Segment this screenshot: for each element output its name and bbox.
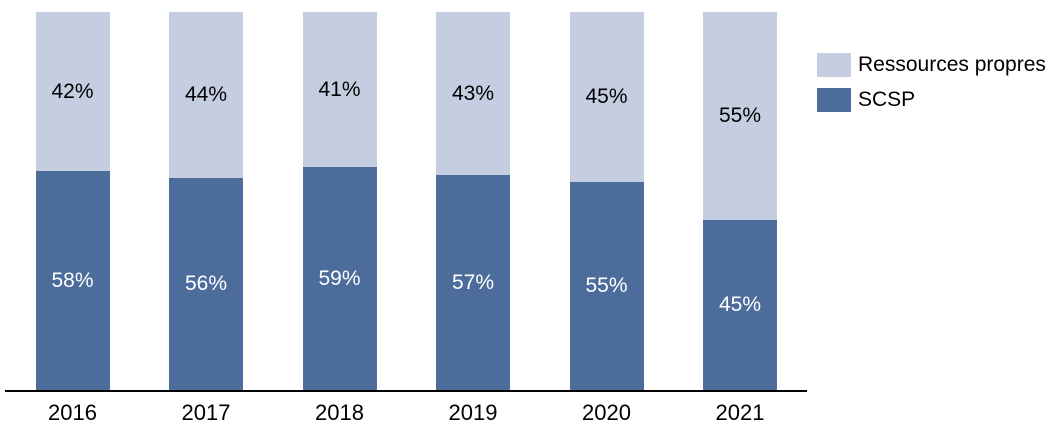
bar-value-label-ressources-propres: 42%: [51, 79, 94, 103]
bar-segment-ressources-propres: [35, 12, 110, 171]
bar-segment-ressources-propres: [703, 12, 777, 220]
bar-value-label-scsp: 58%: [51, 268, 94, 292]
bar-segment-scsp: [302, 167, 377, 390]
bar-value-label-scsp: 45%: [718, 293, 762, 316]
x-axis-label: 2017: [181, 400, 231, 425]
bar-segment-ressources-propres: [436, 12, 510, 175]
x-axis-line: [5, 390, 807, 392]
bar-value-label-scsp: 56%: [184, 272, 228, 295]
bar-value-label-scsp: 59%: [318, 266, 361, 290]
x-axis-label: 2016: [48, 400, 97, 425]
legend-item: Ressources propres: [817, 53, 1046, 77]
bar-segment-scsp: [169, 178, 243, 390]
bar-value-label-ressources-propres: 45%: [585, 85, 628, 108]
bar-segment-ressources-propres: [302, 12, 377, 167]
legend-label: Ressources propres: [858, 53, 1046, 76]
bar-segment-ressources-propres: [569, 12, 644, 182]
x-axis-label: 2020: [582, 400, 631, 425]
x-axis-label: 2018: [315, 400, 364, 425]
bar-value-label-ressources-propres: 44%: [184, 83, 228, 106]
legend-item: SCSP: [817, 88, 1046, 112]
bar-value-label-ressources-propres: 41%: [318, 77, 361, 101]
legend-swatch: [817, 53, 851, 77]
bar-segment-scsp: [703, 220, 777, 390]
legend-label: SCSP: [858, 88, 916, 111]
bar-value-label-scsp: 55%: [585, 274, 628, 297]
x-axis-label: 2021: [715, 400, 765, 425]
bar-value-label-ressources-propres: 43%: [451, 81, 495, 105]
bar-value-label-scsp: 57%: [451, 270, 495, 294]
bar-value-label-ressources-propres: 55%: [718, 104, 762, 127]
legend: Ressources propres SCSP: [817, 53, 1046, 123]
bar-segment-ressources-propres: [169, 12, 243, 178]
legend-swatch: [817, 88, 851, 112]
x-axis-label: 2019: [448, 400, 498, 425]
bar-segment-scsp: [569, 182, 644, 390]
bar-segment-scsp: [436, 175, 510, 390]
bar-segment-scsp: [35, 171, 110, 390]
